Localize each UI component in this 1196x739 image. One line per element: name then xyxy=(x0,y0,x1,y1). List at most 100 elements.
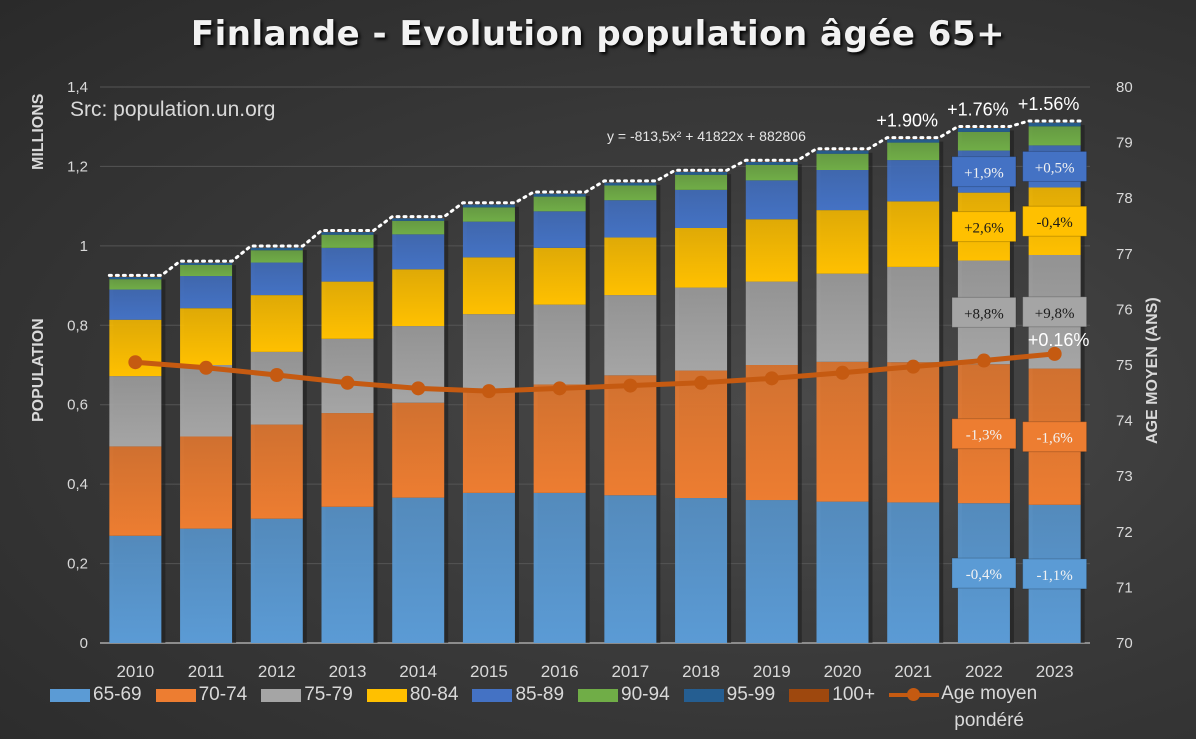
bar-segment-80-84 xyxy=(675,227,728,288)
x-tick-label: 2022 xyxy=(965,662,1003,681)
total-growth-label: +1.76% xyxy=(947,100,1009,120)
legend-swatch xyxy=(683,689,724,702)
bar-segment-90-94 xyxy=(887,142,940,161)
y2-tick-label: 74 xyxy=(1116,413,1133,430)
bar-segment-95-99 xyxy=(321,231,374,235)
bar-segment-65-69 xyxy=(745,500,798,643)
segment-label-box xyxy=(951,296,1017,328)
age-line-point xyxy=(906,359,921,374)
bar-segment-75-79 xyxy=(745,281,798,365)
segment-label-box xyxy=(1022,205,1088,237)
legend-label: 90-94 xyxy=(621,684,670,705)
bar-segment-80-84 xyxy=(392,269,445,327)
legend-item: 70-74 xyxy=(155,684,248,734)
bar-segment-70-74 xyxy=(392,402,445,498)
bar-segment-70-74 xyxy=(604,375,657,496)
bar-segment-70-74 xyxy=(745,365,798,501)
segment-label-box xyxy=(1022,296,1088,328)
age-line-point xyxy=(340,375,355,390)
bar-segment-85-89 xyxy=(745,180,798,220)
x-tick-label: 2011 xyxy=(188,662,225,681)
bar-segment-95-99 xyxy=(533,193,586,197)
legend: 65-69 70-74 75-79 80-84 85-89 90-94 95-9… xyxy=(50,683,1150,734)
bar-segment-85-89 xyxy=(180,276,233,309)
bar-segment-100+ xyxy=(957,127,1010,129)
segment-label: -0,4% xyxy=(1037,215,1073,231)
x-tick-label: 2019 xyxy=(753,662,791,681)
trendline xyxy=(107,119,1083,277)
x-tick-label: 2017 xyxy=(611,662,649,681)
y2-tick-label: 72 xyxy=(1116,524,1133,541)
legend-label: Age moyen xyxy=(941,683,1038,704)
segment-label: -0,4% xyxy=(966,567,1002,583)
bar-segment-75-79 xyxy=(816,273,869,362)
segment-label-box xyxy=(951,156,1017,188)
bar-segment-95-99 xyxy=(392,218,445,221)
segment-label-box xyxy=(1022,558,1088,590)
y2-tick-label: 71 xyxy=(1116,579,1133,596)
bar-segment-95-99 xyxy=(250,247,303,251)
legend-item: 90-94 xyxy=(578,684,670,734)
legend-label: 100+ xyxy=(832,684,876,705)
age-line-point xyxy=(835,365,850,380)
x-tick-label: 2015 xyxy=(470,662,508,681)
legend-label: 80-84 xyxy=(409,684,459,705)
bar-segment-85-89 xyxy=(604,200,657,238)
legend-swatch xyxy=(50,689,90,702)
legend-line-marker-icon xyxy=(889,684,940,704)
bar-segment-85-89 xyxy=(533,211,586,248)
bar-segment-65-69 xyxy=(392,497,445,643)
bar-segment-90-94 xyxy=(250,250,303,263)
age-line-point xyxy=(269,368,284,383)
bar-segment-70-74 xyxy=(250,424,303,519)
bar-segment-95-99 xyxy=(887,139,940,143)
segment-label-box xyxy=(951,418,1017,450)
bar-segment-100+ xyxy=(745,161,798,162)
x-tick-label: 2018 xyxy=(682,662,720,681)
source-note: Src: population.un.org xyxy=(70,98,276,121)
legend-label: 70-74 xyxy=(198,684,248,705)
segment-label: +8,8% xyxy=(964,306,1004,322)
bar-segment-65-69 xyxy=(462,492,515,643)
legend-label: 65-69 xyxy=(93,684,142,705)
bar-segment-90-94 xyxy=(321,234,374,248)
y-tick-label: 0,2 xyxy=(67,556,88,573)
legend-item: 80-84 xyxy=(366,684,459,734)
bar-segment-85-89 xyxy=(887,160,940,202)
bar-segment-100+ xyxy=(109,276,162,277)
legend-swatch xyxy=(261,689,302,702)
y-tick-label: 0,6 xyxy=(67,397,88,414)
bar-segment-90-94 xyxy=(109,279,162,290)
legend-label: 75-79 xyxy=(304,684,353,705)
bar-segment-85-89 xyxy=(462,221,515,258)
y2-tick-label: 75 xyxy=(1116,357,1133,374)
bar-segment-90-94 xyxy=(392,220,445,235)
y-tick-label: 0,4 xyxy=(67,476,88,493)
bar-segment-80-84 xyxy=(533,247,586,305)
bar-segment-95-99 xyxy=(604,182,657,186)
legend-label: 95-99 xyxy=(726,684,776,705)
y2-tick-label: 70 xyxy=(1116,635,1133,652)
age-line-point xyxy=(623,378,638,393)
bar-segment-90-94 xyxy=(745,164,798,181)
bar-segment-65-69 xyxy=(675,498,728,643)
bar-segment-85-89 xyxy=(250,262,303,296)
legend-swatch xyxy=(366,689,407,702)
bar-segment-70-74 xyxy=(675,370,728,499)
bar-segment-75-79 xyxy=(604,295,657,376)
legend-item-line: Age moyen pondéré xyxy=(889,683,1038,734)
x-tick-label: 2014 xyxy=(399,662,437,681)
age-line-point xyxy=(764,371,779,386)
age-change-label: +0.16% xyxy=(1028,330,1090,350)
bar-segment-65-69 xyxy=(816,501,869,643)
legend-item: 95-99 xyxy=(683,684,776,734)
bar-segment-75-79 xyxy=(250,351,303,425)
bar-segment-85-89 xyxy=(321,247,374,282)
age-line-point xyxy=(694,375,709,390)
bar-segment-75-79 xyxy=(533,304,586,385)
y2-tick-label: 78 xyxy=(1116,190,1133,207)
bar-segment-80-84 xyxy=(887,201,940,267)
bar-segment-75-79 xyxy=(887,266,940,363)
y2-tick-label: 76 xyxy=(1116,301,1133,318)
